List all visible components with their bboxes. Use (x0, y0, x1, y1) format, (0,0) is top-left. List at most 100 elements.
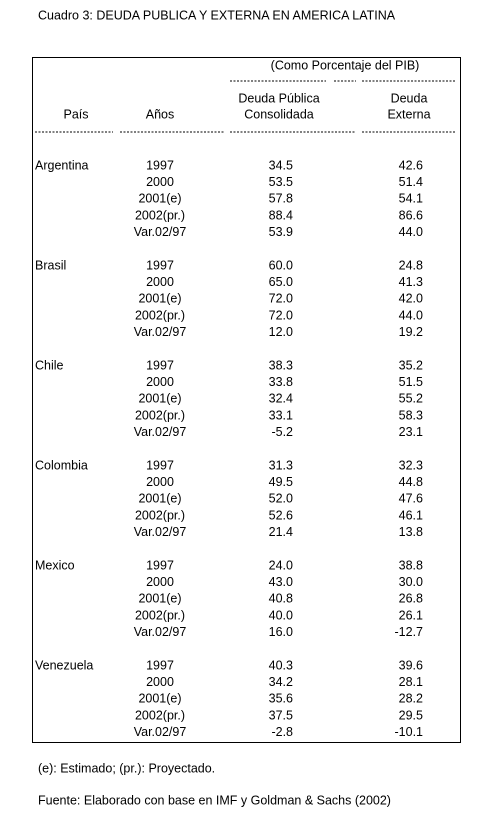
cell-value: 31.3 (269, 458, 293, 472)
cell-value: 21.4 (269, 525, 293, 539)
cell-value: 16.0 (269, 625, 293, 639)
table-frame (32, 57, 461, 743)
cell-value: 55.2 (399, 392, 423, 406)
cell-value: 53.9 (269, 225, 293, 239)
cell-value: 38.8 (399, 558, 423, 572)
cell-value: 51.5 (399, 375, 423, 389)
cell-value: 26.8 (399, 592, 423, 606)
cell-value: 42.0 (399, 292, 423, 306)
year: 2000 (146, 175, 174, 189)
cell-value: 34.5 (269, 158, 293, 172)
year: Var.02/97 (134, 225, 187, 239)
cell-value: 29.5 (399, 708, 423, 722)
year: 2001(e) (138, 592, 181, 606)
cell-value: 58.3 (399, 408, 423, 422)
cell-value: -10.1 (395, 725, 424, 739)
cell-value: 72.0 (269, 292, 293, 306)
column-header: País (63, 107, 88, 121)
cell-value: 24.0 (269, 558, 293, 572)
cell-value: 51.4 (399, 175, 423, 189)
cell-value: 35.6 (269, 692, 293, 706)
year: 2000 (146, 275, 174, 289)
year: 2000 (146, 375, 174, 389)
cell-value: 40.8 (269, 592, 293, 606)
year: 2002(pr.) (135, 308, 185, 322)
year: 1997 (146, 358, 174, 372)
cell-value: 46.1 (399, 508, 423, 522)
cell-value: 72.0 (269, 308, 293, 322)
cell-value: 88.4 (269, 208, 293, 222)
unit-note: (Como Porcentaje del PIB) (271, 58, 420, 72)
year: 2002(pr.) (135, 208, 185, 222)
year: 2001(e) (138, 492, 181, 506)
cell-value: 43.0 (269, 575, 293, 589)
column-header: Externa (387, 107, 430, 121)
cell-value: 42.6 (399, 158, 423, 172)
cell-value: 33.1 (269, 408, 293, 422)
country: Argentina (35, 158, 89, 172)
year: Var.02/97 (134, 525, 187, 539)
column-header: Deuda (391, 91, 428, 105)
cell-value: 13.8 (399, 525, 423, 539)
cell-value: -5.2 (271, 425, 293, 439)
cell-value: 44.0 (399, 225, 423, 239)
cell-value: 44.0 (399, 308, 423, 322)
source: Fuente: Elaborado con base en IMF y Gold… (38, 793, 391, 807)
cell-value: 28.2 (399, 692, 423, 706)
year: 2000 (146, 575, 174, 589)
footnote: (e): Estimado; (pr.): Proyectado. (38, 761, 215, 775)
cell-value: 53.5 (269, 175, 293, 189)
year: 2001(e) (138, 392, 181, 406)
country: Colombia (35, 458, 88, 472)
cell-value: -12.7 (395, 625, 424, 639)
cell-value: 26.1 (399, 608, 423, 622)
cell-value: 33.8 (269, 375, 293, 389)
country: Mexico (35, 558, 75, 572)
year: 2002(pr.) (135, 608, 185, 622)
cell-value: 57.8 (269, 192, 293, 206)
cell-value: 41.3 (399, 275, 423, 289)
cell-value: 19.2 (399, 325, 423, 339)
table-body: Argentina 1997 34.5 42.6 2000 53.5 51.4 2001(e)… (35, 158, 423, 739)
cell-value: 40.0 (269, 608, 293, 622)
country: Chile (35, 358, 64, 372)
title: Cuadro 3: DEUDA PUBLICA Y EXTERNA EN AME… (38, 8, 396, 22)
country: Venezuela (35, 658, 93, 672)
cell-value: 12.0 (269, 325, 293, 339)
year: 1997 (146, 658, 174, 672)
cell-value: 32.3 (399, 458, 423, 472)
year: 1997 (146, 258, 174, 272)
cell-value: 40.3 (269, 658, 293, 672)
year: 2002(pr.) (135, 708, 185, 722)
cell-value: 37.5 (269, 708, 293, 722)
cell-value: 39.6 (399, 658, 423, 672)
cell-value: 30.0 (399, 575, 423, 589)
cell-value: 28.1 (399, 675, 423, 689)
cell-value: 52.0 (269, 492, 293, 506)
year: Var.02/97 (134, 425, 187, 439)
year: 2001(e) (138, 192, 181, 206)
cell-value: 44.8 (399, 475, 423, 489)
year: 1997 (146, 458, 174, 472)
cell-value: 35.2 (399, 358, 423, 372)
cell-value: 52.6 (269, 508, 293, 522)
year: Var.02/97 (134, 725, 187, 739)
year: 1997 (146, 158, 174, 172)
column-header: Consolidada (244, 107, 314, 121)
country: Brasil (35, 258, 66, 272)
cell-value: 65.0 (269, 275, 293, 289)
year: 2002(pr.) (135, 508, 185, 522)
year: Var.02/97 (134, 325, 187, 339)
year: Var.02/97 (134, 625, 187, 639)
cell-value: 34.2 (269, 675, 293, 689)
column-header: Deuda Pública (238, 91, 319, 105)
cell-value: 24.8 (399, 258, 423, 272)
year: 2000 (146, 675, 174, 689)
cell-value: 86.6 (399, 208, 423, 222)
cell-value: 49.5 (269, 475, 293, 489)
column-header: Años (146, 107, 175, 121)
cell-value: 38.3 (269, 358, 293, 372)
cell-value: 47.6 (399, 492, 423, 506)
